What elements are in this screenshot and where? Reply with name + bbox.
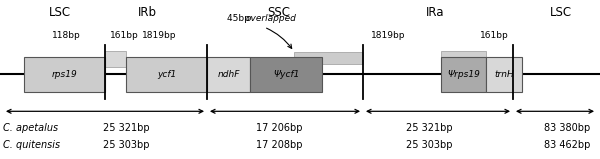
Text: 17 208bp: 17 208bp bbox=[256, 140, 302, 150]
Text: 118bp: 118bp bbox=[52, 31, 81, 40]
Bar bbox=[441, 51, 486, 67]
Text: 83 462bp: 83 462bp bbox=[544, 140, 590, 150]
Text: C. apetalus: C. apetalus bbox=[3, 123, 58, 133]
Text: 25 303bp: 25 303bp bbox=[406, 140, 452, 150]
Text: 17 206bp: 17 206bp bbox=[256, 123, 302, 133]
Text: Ψycf1: Ψycf1 bbox=[273, 70, 299, 79]
Text: C. quitensis: C. quitensis bbox=[3, 140, 60, 150]
Text: rps19: rps19 bbox=[52, 70, 77, 79]
Text: 161bp: 161bp bbox=[480, 31, 509, 40]
Text: IRa: IRa bbox=[426, 6, 444, 19]
Bar bbox=[250, 57, 322, 92]
Text: overlapped: overlapped bbox=[246, 14, 297, 23]
Text: LSC: LSC bbox=[49, 6, 71, 19]
Text: ycf1: ycf1 bbox=[157, 70, 176, 79]
Text: SSC: SSC bbox=[268, 6, 290, 19]
Bar bbox=[441, 57, 486, 92]
Bar bbox=[24, 57, 105, 92]
Text: 83 380bp: 83 380bp bbox=[544, 123, 590, 133]
Text: Ψrps19: Ψrps19 bbox=[447, 70, 480, 79]
Text: 1819bp: 1819bp bbox=[142, 31, 176, 40]
Text: 25 321bp: 25 321bp bbox=[406, 123, 452, 133]
Text: 161bp: 161bp bbox=[110, 31, 139, 40]
Text: 25 303bp: 25 303bp bbox=[103, 140, 149, 150]
Text: 25 321bp: 25 321bp bbox=[103, 123, 149, 133]
Text: trnH: trnH bbox=[494, 70, 514, 79]
Bar bbox=[105, 51, 126, 67]
Text: IRb: IRb bbox=[137, 6, 157, 19]
Text: LSC: LSC bbox=[550, 6, 572, 19]
Text: 45bp: 45bp bbox=[227, 14, 253, 23]
Bar bbox=[294, 52, 363, 64]
Bar bbox=[126, 57, 207, 92]
Bar bbox=[207, 57, 250, 92]
Bar bbox=[486, 57, 522, 92]
Text: 1819bp: 1819bp bbox=[371, 31, 406, 40]
Text: ndhF: ndhF bbox=[217, 70, 240, 79]
